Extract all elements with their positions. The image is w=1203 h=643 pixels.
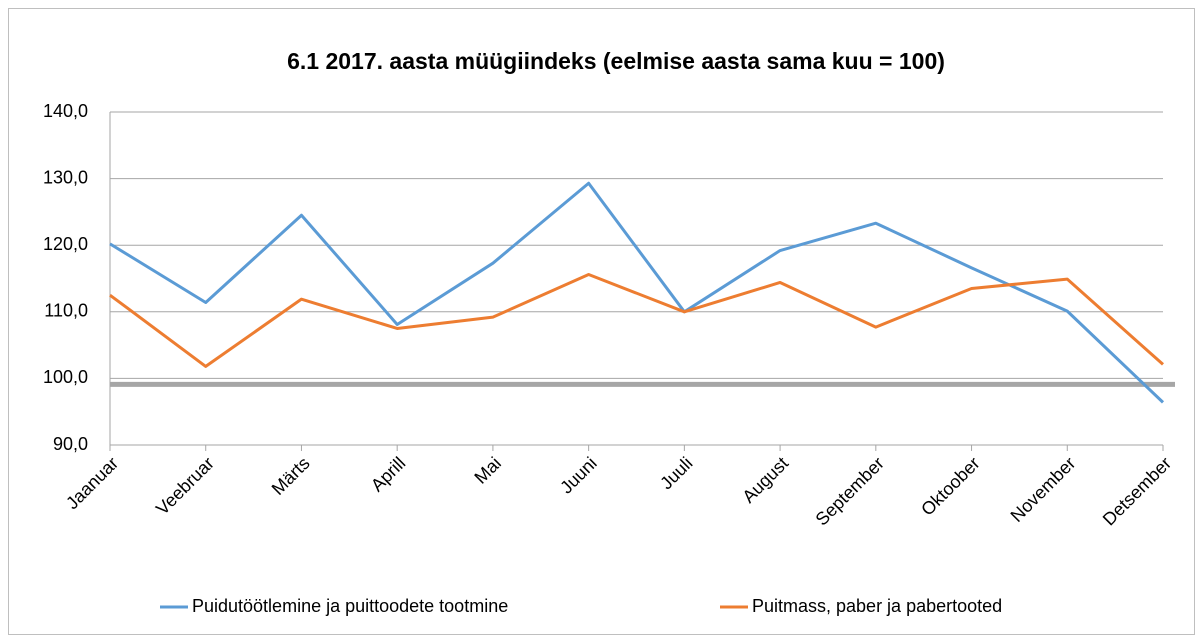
y-tick-label: 120,0 bbox=[43, 234, 88, 254]
chart-border bbox=[8, 8, 1195, 635]
chart-title: 6.1 2017. aasta müügiindeks (eelmise aas… bbox=[287, 48, 945, 74]
y-tick-label: 90,0 bbox=[53, 434, 88, 454]
legend-label: Puidutöötlemine ja puittoodete tootmine bbox=[192, 596, 508, 616]
y-tick-label: 140,0 bbox=[43, 101, 88, 121]
legend-label: Puitmass, paber ja pabertooted bbox=[752, 596, 1002, 616]
series-line bbox=[109, 181, 1165, 404]
y-tick-label: 110,0 bbox=[44, 301, 88, 321]
y-tick-label: 130,0 bbox=[43, 167, 88, 187]
y-tick-label: 100,0 bbox=[43, 367, 88, 387]
series-line bbox=[109, 273, 1164, 368]
